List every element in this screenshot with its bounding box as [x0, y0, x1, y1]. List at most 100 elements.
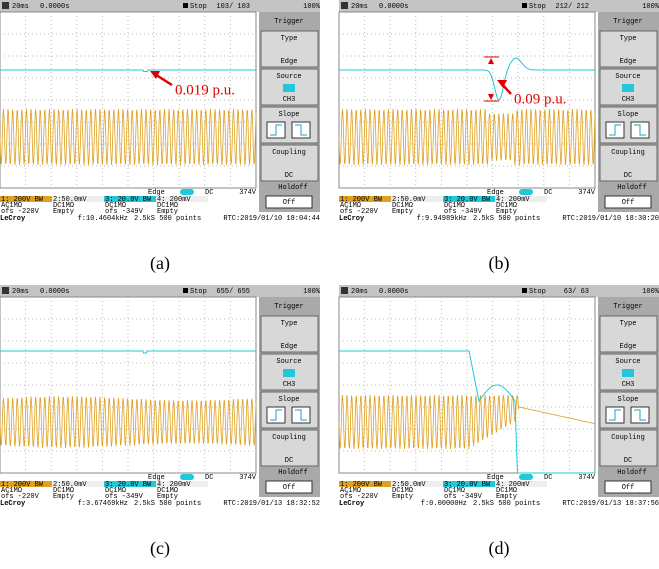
sampling: 2.5kS 500 points: [134, 500, 201, 508]
status: Stop: [190, 3, 207, 11]
scope-panel: 20ms 0.0000s Stop 103/ 103 100% 0.019 p.u. Edg…: [0, 0, 321, 274]
scope-panel: 20ms0.0000sStop655/ 655100%EdgeDC374V1: …: [0, 285, 321, 559]
brand: LeCroy: [0, 500, 26, 508]
annotation: 0.019 p.u.: [175, 82, 235, 98]
stop-icon: [522, 288, 527, 293]
timebase: 20ms: [351, 3, 368, 11]
menu-value: Off: [622, 199, 635, 207]
rtc: RTC:2019/01/13 18:32:52: [223, 500, 320, 508]
menu-label: Slope: [278, 111, 299, 119]
timebase: 20ms: [12, 288, 29, 296]
delay: 0.0000s: [40, 3, 69, 11]
menu-value: Edge: [281, 343, 298, 351]
figure: 20ms 0.0000s Stop 103/ 103 100% 0.019 p.u. Edg…: [0, 0, 659, 569]
trigger-level: 374V: [239, 189, 257, 197]
rtc: RTC:2019/01/10 18:04:44: [223, 215, 320, 223]
ch3-badge: [180, 189, 194, 195]
menu-value: Off: [622, 484, 635, 492]
ch-icon: [2, 2, 9, 9]
channel-info: Empty: [53, 208, 74, 216]
status: Stop: [529, 288, 546, 296]
menu-title: Trigger: [613, 303, 642, 311]
stop-icon: [183, 3, 188, 8]
zoom: 100%: [642, 3, 659, 11]
count: 655/ 655: [216, 288, 250, 296]
status: Stop: [529, 3, 546, 11]
menu-label: Coupling: [611, 149, 645, 157]
menu-value: CH3: [622, 96, 635, 104]
scope-panel: 20ms 0.0000s Stop 212/ 212 100% 0.09 p.u. Edge…: [339, 0, 659, 274]
source-badge: [622, 84, 634, 92]
source-badge: [622, 369, 634, 377]
menu-label: Type: [281, 320, 298, 328]
frequency: f:0.00000Hz: [421, 500, 467, 508]
menu-label: Coupling: [272, 149, 306, 157]
delay: 0.0000s: [40, 288, 69, 296]
menu-value: DC: [285, 457, 293, 465]
menu-value: Edge: [620, 58, 637, 66]
ch-icon: [341, 2, 348, 9]
menu-label: Holdoff: [278, 469, 307, 477]
menu-value: CH3: [622, 381, 635, 389]
count: 212/ 212: [555, 3, 589, 11]
source-badge: [283, 84, 295, 92]
menu-value: DC: [285, 172, 293, 180]
rtc: RTC:2019/01/10 18:30:20: [562, 215, 659, 223]
trigger-level: 374V: [239, 474, 257, 482]
frequency: f:10.4604kHz: [78, 215, 128, 223]
menu-label: Slope: [278, 396, 299, 404]
menu-label: Type: [620, 320, 637, 328]
ch-icon: [341, 287, 348, 294]
menu-label: Source: [615, 358, 640, 366]
trigger-coupling: DC: [205, 474, 213, 482]
menu-label: Source: [615, 73, 640, 81]
menu-title: Trigger: [274, 303, 303, 311]
count: 103/ 103: [216, 3, 250, 11]
annotation: 0.09 p.u.: [514, 91, 567, 107]
menu-label: Source: [276, 358, 301, 366]
channel-info: Empty: [392, 493, 413, 501]
trigger-level: 374V: [578, 474, 596, 482]
menu-title: Trigger: [613, 18, 642, 26]
frequency: f:3.67469kHz: [78, 500, 128, 508]
ch3-badge: [519, 189, 533, 195]
menu-value: CH3: [283, 96, 296, 104]
menu-value: Edge: [281, 58, 298, 66]
menu-label: Coupling: [272, 434, 306, 442]
brand: LeCroy: [339, 500, 365, 508]
zoom: 100%: [303, 288, 321, 296]
menu-label: Slope: [617, 396, 638, 404]
caption: (c): [150, 538, 170, 559]
sampling: 2.5kS 500 points: [134, 215, 201, 223]
delay: 0.0000s: [379, 288, 408, 296]
channel-info: Empty: [53, 493, 74, 501]
stop-icon: [183, 288, 188, 293]
timebase: 20ms: [12, 3, 29, 11]
brand: LeCroy: [0, 215, 26, 223]
sampling: 2.5kS 500 points: [473, 215, 540, 223]
menu-label: Holdoff: [278, 184, 307, 192]
menu-label: Source: [276, 73, 301, 81]
ch3-badge: [519, 474, 533, 480]
menu-value: Off: [283, 199, 296, 207]
scope-panel: 20ms0.0000sStop63/ 63100%EdgeDC374V1: 20…: [339, 285, 659, 559]
caption: (b): [489, 253, 510, 274]
trigger-coupling: DC: [544, 474, 552, 482]
zoom: 100%: [642, 288, 659, 296]
trigger-coupling: DC: [205, 189, 213, 197]
menu-value: CH3: [283, 381, 296, 389]
count: 63/ 63: [564, 288, 589, 296]
frequency: f:9.94989kHz: [417, 215, 467, 223]
ch-icon: [2, 287, 9, 294]
caption: (d): [489, 538, 510, 559]
zoom: 100%: [303, 3, 321, 11]
trigger-coupling: DC: [544, 189, 552, 197]
ch3-badge: [180, 474, 194, 480]
menu-label: Holdoff: [617, 469, 646, 477]
stop-icon: [522, 3, 527, 8]
menu-value: Edge: [620, 343, 637, 351]
menu-label: Type: [281, 35, 298, 43]
timebase: 20ms: [351, 288, 368, 296]
delay: 0.0000s: [379, 3, 408, 11]
menu-label: Holdoff: [617, 184, 646, 192]
